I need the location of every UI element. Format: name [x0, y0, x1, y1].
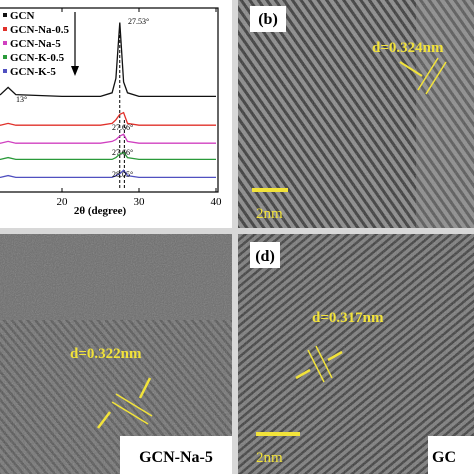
legend-label: GCN-K-5: [10, 66, 56, 78]
sample-label: GCN-Na-5: [139, 449, 213, 466]
xrd-curve: [0, 111, 216, 126]
legend-label: GCN-Na-5: [10, 38, 61, 50]
sample-label: GC: [432, 449, 456, 466]
legend-marker: [3, 69, 7, 73]
tem-panel-b: (b) d=0.324nm 2nm: [238, 0, 474, 228]
scale-bar-label: 2nm: [256, 206, 283, 222]
legend-label: GCN-K-0.5: [10, 52, 65, 64]
panel-label: (d): [255, 248, 275, 265]
peak-annotation: 27.66°: [112, 123, 133, 132]
xrd-curve: [0, 169, 216, 179]
legend-label: GCN: [10, 10, 35, 22]
x-tick-label: 40: [211, 196, 223, 208]
lattice-spacing: d=0.317nm: [312, 310, 384, 326]
legend-marker: [3, 55, 7, 59]
legend-label: GCN-Na-0.5: [10, 24, 69, 36]
x-tick-label: 20: [57, 196, 69, 208]
peak-annotation: 13°: [16, 95, 27, 104]
legend-marker: [3, 41, 7, 45]
xrd-panel: 2θ (degree) 10203040GCNGCN-Na-0.5GCN-Na-…: [0, 0, 232, 228]
xrd-curve: [0, 22, 216, 98]
scale-bar-label: 2nm: [256, 450, 283, 466]
peak-annotation: 28.05°: [112, 170, 133, 179]
lattice-spacing: d=0.322nm: [70, 346, 142, 362]
x-axis-label: 2θ (degree): [74, 205, 127, 217]
legend-marker: [3, 27, 7, 31]
tem-panel-d: (d) d=0.317nm 2nm GC: [238, 234, 474, 474]
legend-marker: [3, 13, 7, 17]
lattice-spacing: d=0.324nm: [372, 40, 444, 56]
panel-label: (b): [258, 11, 278, 28]
xrd-curve: [0, 133, 216, 144]
tem-panel-c: d=0.322nm GCN-Na-5: [0, 234, 232, 474]
peak-annotation: 27.53°: [128, 17, 149, 26]
xrd-curve: [0, 151, 216, 161]
peak-annotation: 27.66°: [112, 148, 133, 157]
x-tick-label: 30: [134, 196, 146, 208]
